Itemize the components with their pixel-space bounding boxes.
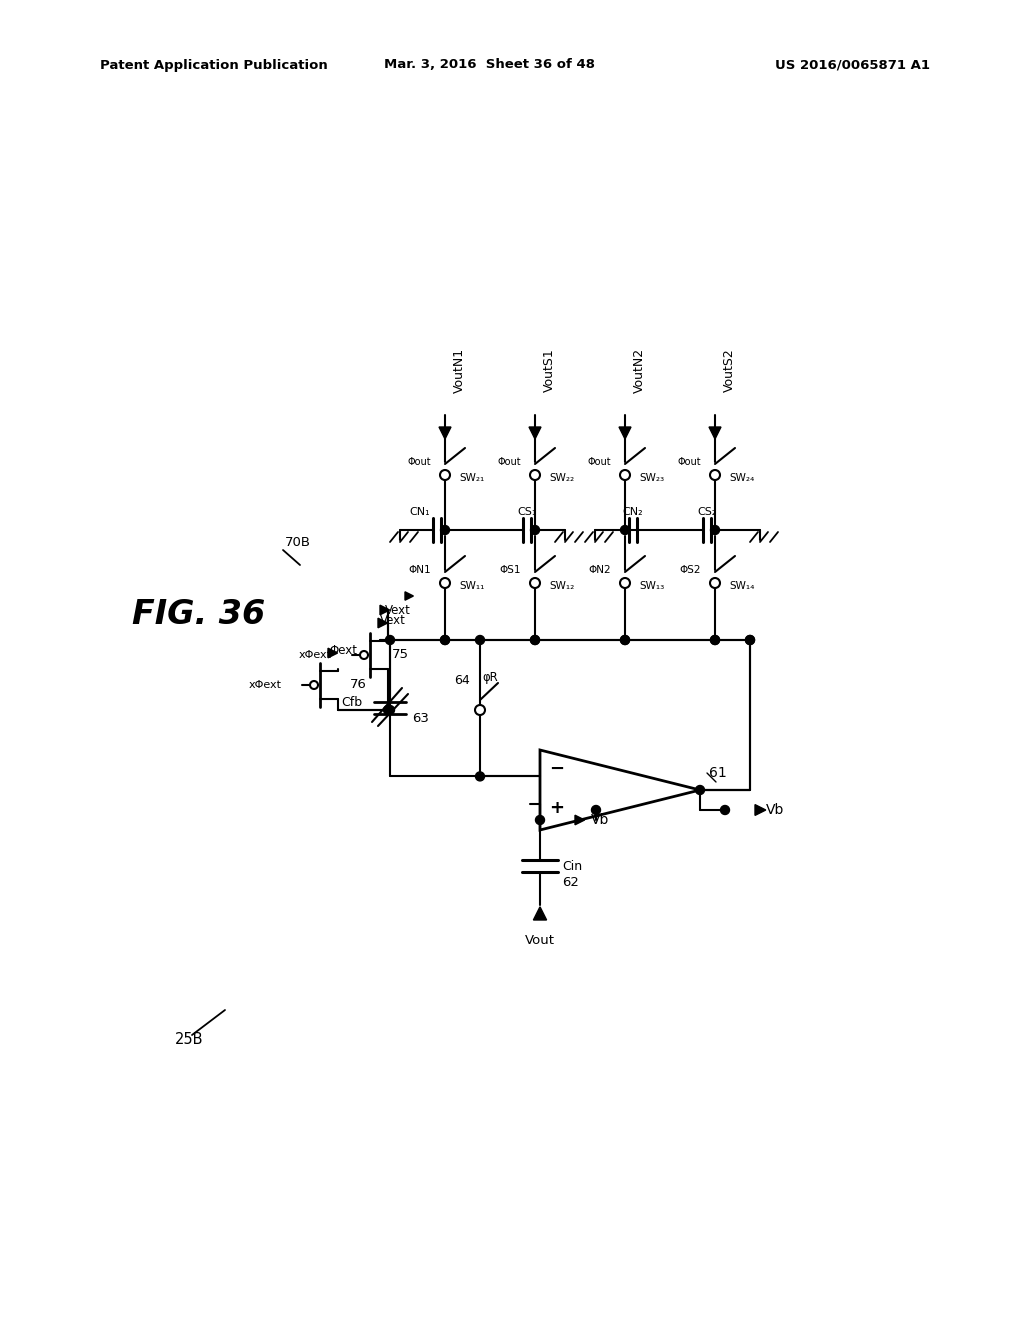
Text: Patent Application Publication: Patent Application Publication [100,58,328,71]
Text: Φout: Φout [588,457,611,467]
Text: SW₂₁: SW₂₁ [459,473,484,483]
Text: 61: 61 [710,766,727,780]
Text: φR: φR [482,671,498,684]
Text: 64: 64 [454,673,470,686]
Text: SW₁₄: SW₁₄ [729,581,755,591]
Circle shape [440,470,450,480]
Text: ΦN2: ΦN2 [589,565,611,576]
Text: SW₂₃: SW₂₃ [639,473,665,483]
Circle shape [710,470,720,480]
Text: Vb: Vb [591,813,609,828]
Text: 70B: 70B [285,536,311,549]
Text: 25B: 25B [175,1032,204,1048]
Polygon shape [575,816,585,825]
Text: SW₁₂: SW₁₂ [549,581,574,591]
Circle shape [745,635,755,644]
Text: Φout: Φout [498,457,521,467]
Circle shape [360,651,368,659]
Text: xΦext: xΦext [299,649,332,660]
Text: VoutN1: VoutN1 [453,347,466,392]
Circle shape [620,470,630,480]
Circle shape [621,635,630,644]
Text: VoutN2: VoutN2 [633,347,646,392]
Circle shape [530,635,540,644]
Polygon shape [439,426,451,440]
Circle shape [721,805,729,814]
Text: 75: 75 [391,648,409,661]
Circle shape [384,705,392,714]
Text: CN₁: CN₁ [410,507,430,517]
Text: Vext: Vext [380,614,406,627]
Circle shape [695,785,705,795]
Circle shape [530,525,540,535]
Circle shape [621,525,630,535]
Text: −: − [550,760,564,777]
Circle shape [440,635,450,644]
Text: ΦS2: ΦS2 [680,565,701,576]
Polygon shape [378,618,388,628]
Polygon shape [709,426,721,440]
Circle shape [530,635,540,644]
Text: Mar. 3, 2016  Sheet 36 of 48: Mar. 3, 2016 Sheet 36 of 48 [384,58,596,71]
Circle shape [536,816,545,825]
Circle shape [711,525,720,535]
Circle shape [440,635,450,644]
Text: ΦS1: ΦS1 [500,565,521,576]
Text: SW₂₂: SW₂₂ [549,473,574,483]
Text: 76: 76 [350,678,367,692]
Circle shape [440,578,450,587]
Circle shape [475,635,484,644]
Text: CS₁: CS₁ [517,507,537,517]
Circle shape [530,470,540,480]
Text: 63: 63 [412,711,429,725]
Text: Φout: Φout [408,457,431,467]
Circle shape [711,635,720,644]
Polygon shape [618,426,631,440]
Circle shape [310,681,318,689]
Circle shape [745,635,755,644]
Circle shape [440,525,450,535]
Text: xΦext: xΦext [249,680,282,690]
Text: Cin: Cin [562,859,582,873]
Circle shape [620,578,630,587]
Circle shape [475,772,484,781]
Text: Vb: Vb [766,803,784,817]
Polygon shape [755,805,766,816]
Text: Φout: Φout [677,457,701,467]
Polygon shape [406,591,414,601]
Text: SW₁₁: SW₁₁ [459,581,484,591]
Text: FIG. 36: FIG. 36 [132,598,265,631]
Text: SW₂₄: SW₂₄ [729,473,755,483]
Text: US 2016/0065871 A1: US 2016/0065871 A1 [775,58,930,71]
Text: CS₂: CS₂ [697,507,717,517]
Polygon shape [529,426,541,440]
Text: VoutS1: VoutS1 [543,348,556,392]
Text: Cfb: Cfb [341,697,362,710]
Circle shape [385,635,394,644]
Circle shape [621,635,630,644]
Text: SW₁₃: SW₁₃ [639,581,665,591]
Circle shape [711,635,720,644]
Polygon shape [534,907,547,920]
Circle shape [385,705,394,714]
Circle shape [592,805,600,814]
Text: Vext: Vext [385,603,411,616]
Text: +: + [550,799,564,817]
Text: Φext: Φext [329,644,357,656]
Circle shape [530,578,540,587]
Text: 62: 62 [562,875,579,888]
Text: ΦN1: ΦN1 [409,565,431,576]
Polygon shape [380,605,389,615]
Text: VoutS2: VoutS2 [723,348,736,392]
Polygon shape [328,648,338,657]
Text: CN₂: CN₂ [623,507,643,517]
Circle shape [710,578,720,587]
Text: Vout: Vout [525,933,555,946]
Circle shape [475,705,485,715]
